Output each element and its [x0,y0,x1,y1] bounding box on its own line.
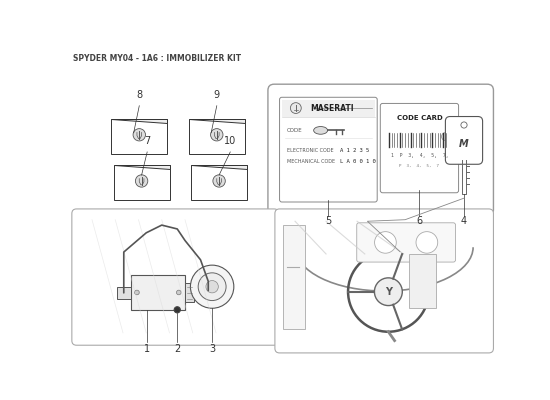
Circle shape [213,175,225,187]
Circle shape [198,273,226,300]
Ellipse shape [314,126,328,134]
Text: M: M [459,139,469,149]
Polygon shape [191,165,247,169]
Bar [191,165,247,200]
Circle shape [375,278,402,306]
Bar [111,119,167,154]
FancyBboxPatch shape [446,116,482,164]
Bar [283,225,305,329]
Circle shape [190,265,234,308]
Circle shape [461,122,467,128]
Circle shape [290,103,301,114]
Text: MASERATI: MASERATI [310,104,354,112]
Text: P  3,  4,  5,  7: P 3, 4, 5, 7 [399,164,439,168]
Text: MECHANICAL CODE: MECHANICAL CODE [287,159,334,164]
Circle shape [375,232,397,253]
Text: 9: 9 [214,90,220,100]
Bar [185,283,194,302]
Circle shape [174,307,180,313]
Text: 5: 5 [325,216,332,226]
FancyBboxPatch shape [72,209,279,345]
Circle shape [177,290,181,295]
Circle shape [135,175,148,187]
Text: 8: 8 [136,90,142,100]
Text: 1: 1 [144,344,150,354]
Bar [189,119,245,154]
Text: A 1 2 3 5: A 1 2 3 5 [340,148,369,153]
Text: ELECTRONIC CODE: ELECTRONIC CODE [287,148,333,153]
FancyBboxPatch shape [357,223,455,262]
Text: Y: Y [385,287,392,297]
Circle shape [442,133,449,140]
Text: 3: 3 [209,344,215,354]
Circle shape [135,290,139,295]
Bar [114,165,169,200]
Text: SPYDER MY04 - 1A6 : IMMOBILIZER KIT: SPYDER MY04 - 1A6 : IMMOBILIZER KIT [73,54,241,63]
Text: 6: 6 [416,216,422,226]
FancyBboxPatch shape [268,84,493,216]
Text: L A 0 0 1 0: L A 0 0 1 0 [340,159,376,164]
Polygon shape [189,119,245,122]
Circle shape [211,129,223,141]
FancyBboxPatch shape [275,209,493,353]
Circle shape [206,280,218,293]
Polygon shape [114,165,169,169]
Bar [409,254,436,308]
Circle shape [416,232,438,253]
Text: 2: 2 [174,344,180,354]
Bar [282,100,375,116]
Text: CODE: CODE [287,128,302,133]
Bar [117,287,131,299]
Circle shape [133,129,145,141]
Polygon shape [111,119,167,122]
Bar [131,275,185,310]
Text: 7: 7 [144,136,150,146]
Text: 4: 4 [461,216,467,226]
Text: 1  P  3,  4,  5,  7,: 1 P 3, 4, 5, 7, [390,153,448,158]
FancyBboxPatch shape [279,97,377,202]
Text: CODE CARD: CODE CARD [397,115,442,121]
FancyBboxPatch shape [380,104,459,193]
Text: 10: 10 [224,136,236,146]
